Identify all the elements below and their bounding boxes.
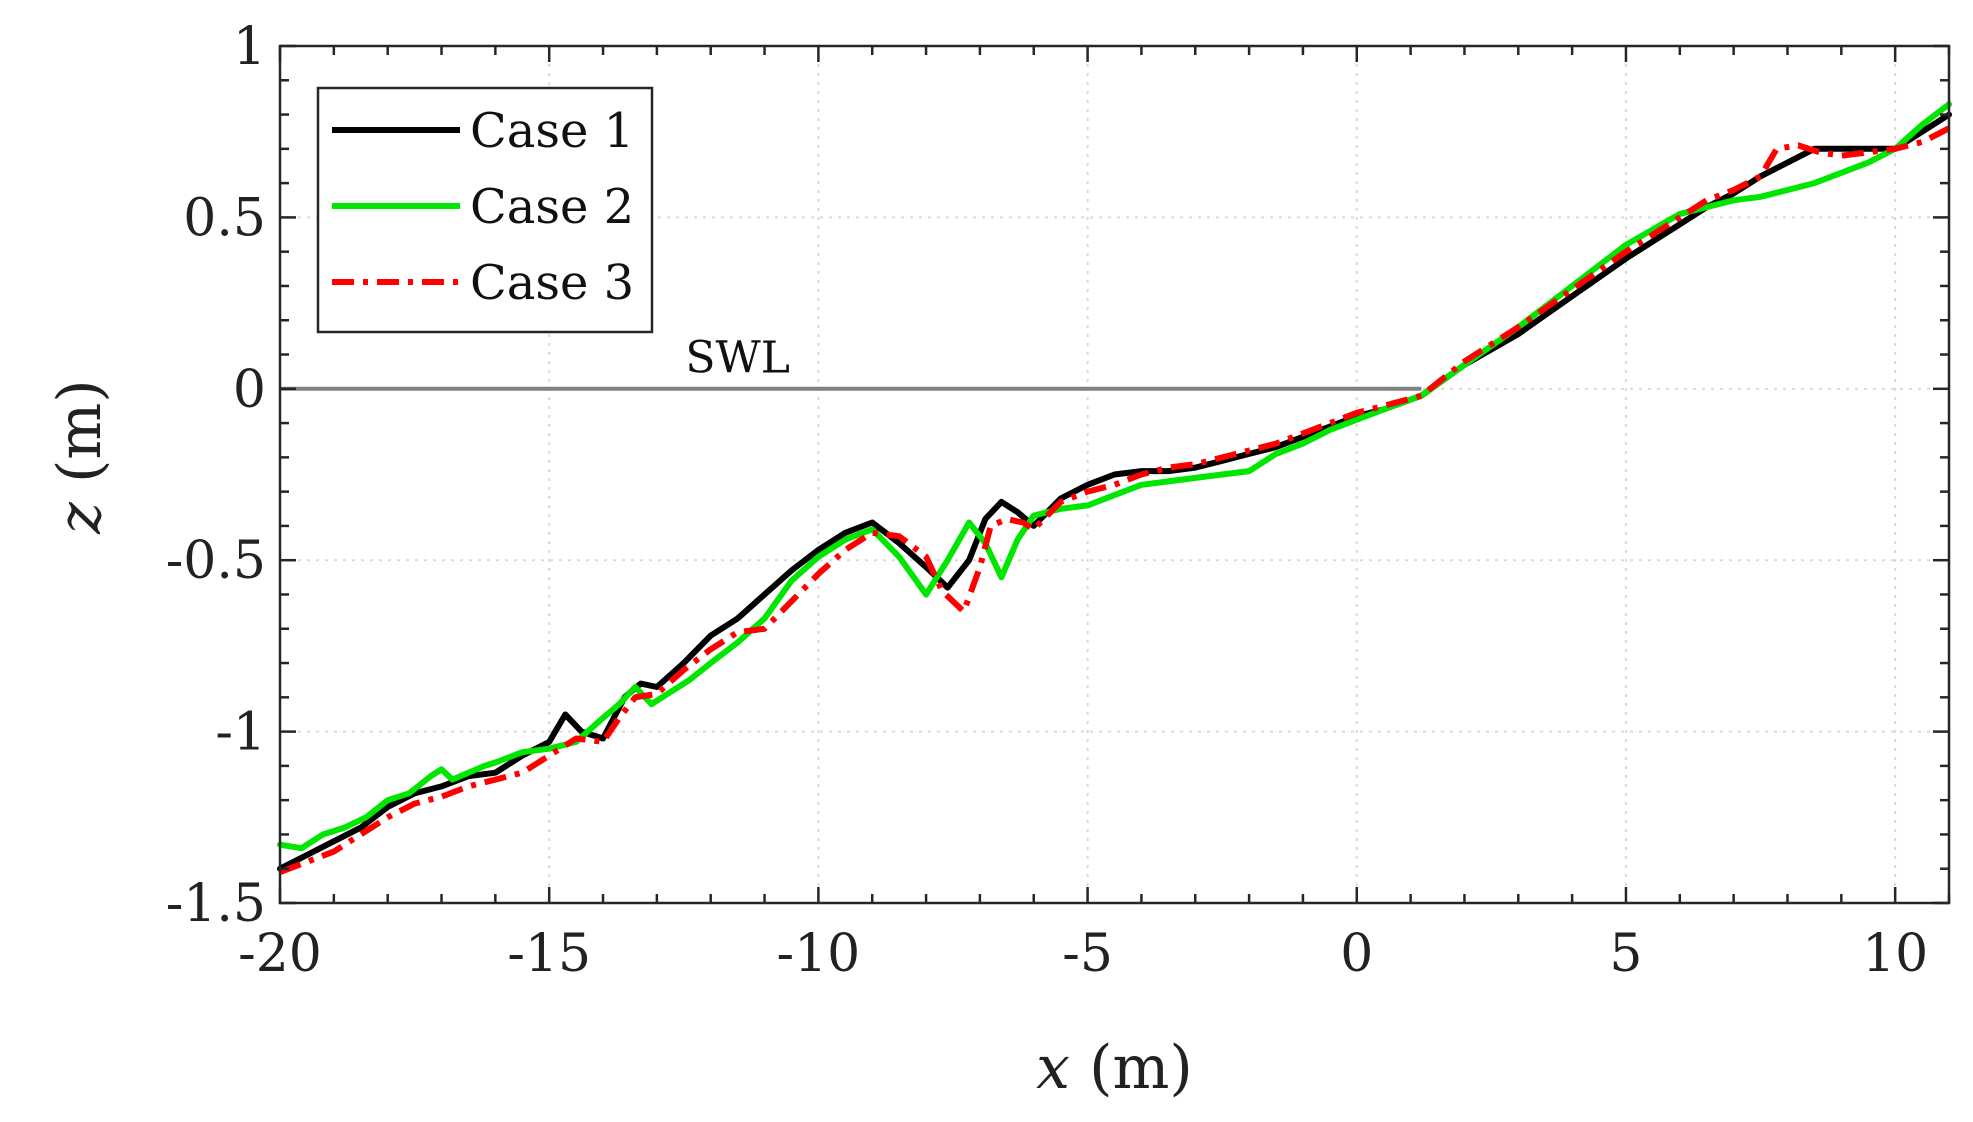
y-axis-variable: z	[45, 502, 115, 535]
legend-label-case-1: Case 1	[470, 103, 634, 159]
legend-label-case-3: Case 3	[470, 255, 634, 311]
y-axis-label: z (m)	[45, 379, 115, 534]
x-axis-label: x (m)	[1036, 1033, 1193, 1103]
series-line-case-1	[277, 111, 1952, 872]
x-axis-unit: (m)	[1070, 1033, 1193, 1103]
series-line-case-2	[277, 101, 1952, 852]
swl-annotation: SWL	[685, 333, 790, 384]
x-tick-label: -10	[777, 924, 861, 984]
x-tick-label: 5	[1609, 924, 1642, 984]
x-axis-variable: x	[1036, 1033, 1070, 1103]
series-layer	[277, 101, 1952, 875]
series-line-case-3	[278, 125, 1951, 875]
y-tick-label: 0.5	[183, 188, 266, 248]
ticks	[278, 44, 1951, 905]
x-tick-label: 0	[1340, 924, 1373, 984]
y-tick-label: -0.5	[166, 531, 266, 591]
y-tick-label: 1	[233, 17, 266, 77]
x-tick-label: -5	[1062, 924, 1113, 984]
y-tick-label: -1	[215, 703, 266, 763]
y-axis-unit: (m)	[45, 379, 115, 502]
x-tick-label: -20	[238, 924, 322, 984]
y-tick-label: -1.5	[166, 874, 266, 934]
x-tick-labels: -20 -15 -10 -5 0 5 10	[238, 924, 1928, 984]
x-tick-label: -15	[507, 924, 591, 984]
plot-frame	[278, 44, 1951, 905]
legend: Case 1 Case 2 Case 3	[316, 86, 654, 334]
x-tick-label: 10	[1862, 924, 1928, 984]
legend-items: Case 1 Case 2 Case 3	[332, 103, 634, 311]
y-tick-label: 0	[233, 360, 266, 420]
legend-label-case-2: Case 2	[470, 179, 634, 235]
y-tick-labels: -1.5 -1 -0.5 0 0.5 1	[166, 17, 266, 934]
